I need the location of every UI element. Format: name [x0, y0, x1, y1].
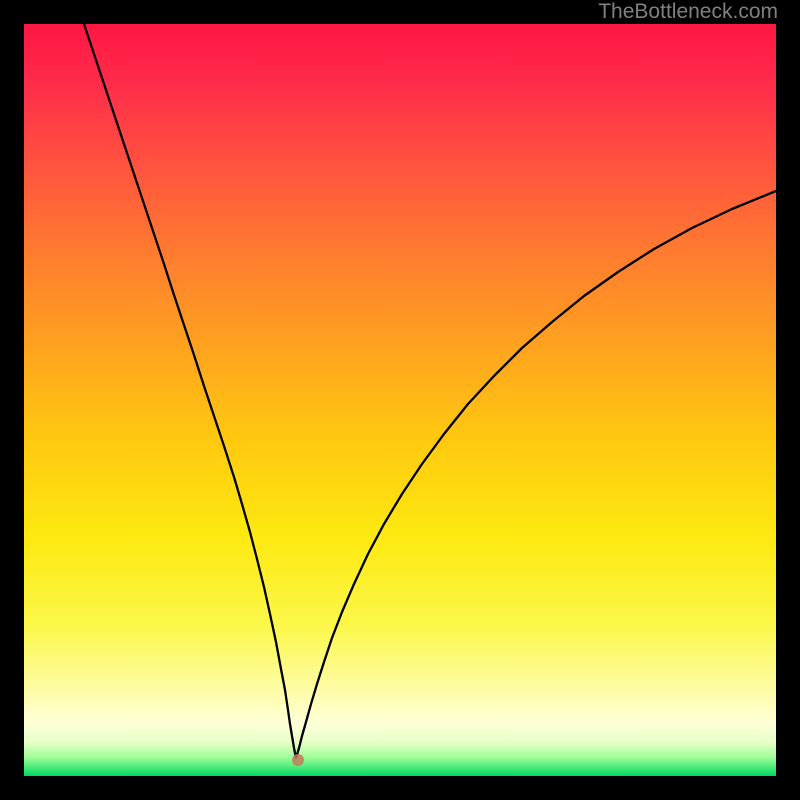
- bottleneck-chart: [24, 24, 776, 776]
- watermark-text: TheBottleneck.com: [598, 0, 778, 24]
- optimal-point-marker: [292, 754, 304, 766]
- gradient-background: [24, 24, 776, 776]
